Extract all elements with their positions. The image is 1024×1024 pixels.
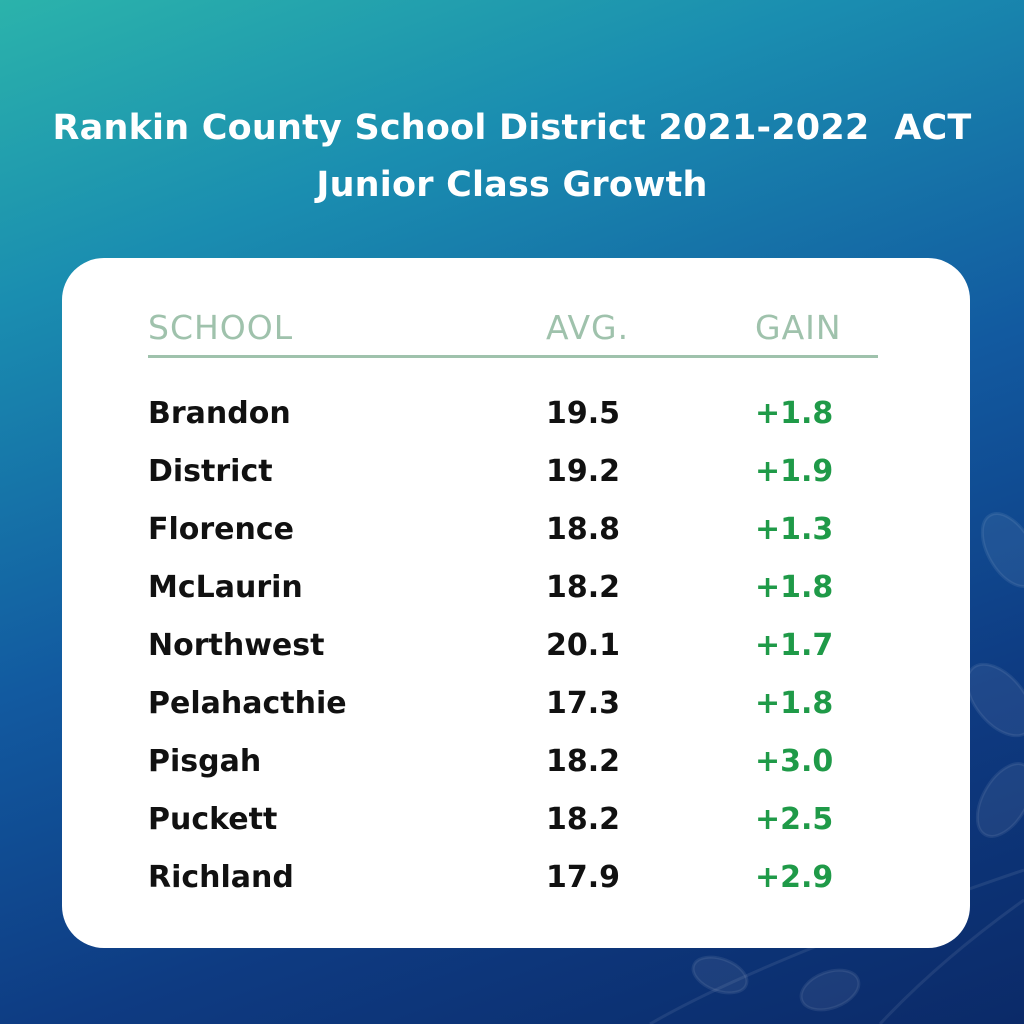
gain-value: +1.7 [755, 628, 834, 663]
school-name: Puckett [148, 802, 278, 837]
average-score: 18.2 [546, 744, 621, 779]
average-score: 19.2 [546, 454, 621, 489]
gain-value: +1.3 [755, 512, 834, 547]
gain-value: +3.0 [755, 744, 834, 779]
average-score: 17.9 [546, 860, 621, 895]
school-name: Brandon [148, 396, 291, 431]
school-name: Pelahacthie [148, 686, 347, 721]
school-name: Northwest [148, 628, 325, 663]
average-score: 17.3 [546, 686, 621, 721]
school-name: Pisgah [148, 744, 262, 779]
column-header: AVG. [546, 308, 630, 347]
gain-value: +1.8 [755, 686, 834, 721]
column-header: SCHOOL [148, 308, 294, 347]
header-rule [148, 355, 878, 358]
gain-value: +1.9 [755, 454, 834, 489]
average-score: 18.2 [546, 802, 621, 837]
average-score: 18.2 [546, 570, 621, 605]
gain-value: +1.8 [755, 396, 834, 431]
average-score: 19.5 [546, 396, 621, 431]
school-name: McLaurin [148, 570, 303, 605]
average-score: 18.8 [546, 512, 621, 547]
gain-value: +2.9 [755, 860, 834, 895]
gain-value: +1.8 [755, 570, 834, 605]
column-header: GAIN [755, 308, 842, 347]
school-name: District [148, 454, 273, 489]
gain-value: +2.5 [755, 802, 834, 837]
school-name: Florence [148, 512, 295, 547]
average-score: 20.1 [546, 628, 621, 663]
title: Rankin County School District 2021-2022 … [52, 108, 972, 148]
school-name: Richland [148, 860, 294, 895]
title: Junior Class Growth [316, 165, 708, 205]
table-card: SCHOOL AVG. GAIN Brandon 19.5 +1.8 District… [62, 258, 970, 948]
